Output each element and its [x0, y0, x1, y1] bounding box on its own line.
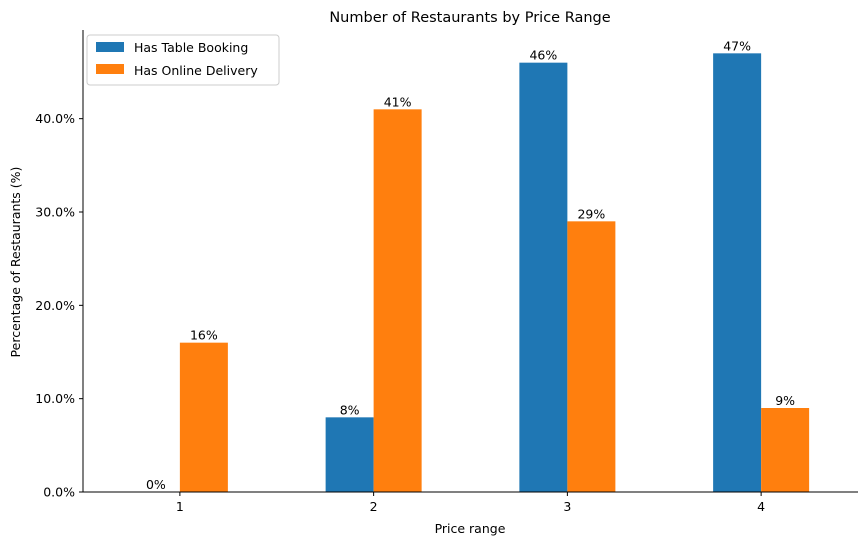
- bar-value-label: 16%: [190, 328, 218, 343]
- y-tick-label: 10.0%: [35, 391, 75, 406]
- bar: [519, 62, 568, 493]
- legend-swatch-table-booking: [96, 42, 124, 52]
- bar: [373, 109, 422, 492]
- bar: [761, 408, 810, 492]
- y-tick-label: 0.0%: [43, 485, 75, 500]
- y-tick-label: 20.0%: [35, 298, 75, 313]
- x-tick-label: 2: [370, 499, 378, 514]
- bar: [567, 221, 616, 493]
- y-axis-ticks: 0.0% 10.0% 20.0% 30.0% 40.0%: [35, 111, 83, 500]
- legend-frame: [86, 34, 280, 86]
- chart-title: Number of Restaurants by Price Range: [329, 10, 610, 26]
- legend-swatch-online-delivery: [96, 64, 124, 74]
- bar: [325, 417, 374, 492]
- x-axis-label: Price range: [435, 521, 506, 536]
- legend-label-table-booking: Has Table Booking: [134, 40, 248, 55]
- bar-value-label: 41%: [384, 94, 412, 109]
- bar: [179, 342, 228, 492]
- x-tick-label: 3: [563, 499, 571, 514]
- bar-value-label: 8%: [340, 402, 360, 417]
- data-labels-group: 0% 16% 8% 41% 46% 29% 47% 9%: [146, 38, 795, 492]
- bar-value-label: 46%: [529, 48, 557, 63]
- x-tick-label: 1: [176, 499, 184, 514]
- x-tick-label: 4: [757, 499, 765, 514]
- legend: Has Table Booking Has Online Delivery: [86, 34, 280, 86]
- y-axis-label: Percentage of Restaurants (%): [8, 167, 23, 358]
- bar-value-label: 47%: [723, 38, 751, 53]
- y-tick-label: 30.0%: [35, 205, 75, 220]
- bars-group: [179, 53, 810, 493]
- legend-label-online-delivery: Has Online Delivery: [134, 63, 258, 78]
- bar-value-label: 9%: [775, 393, 795, 408]
- x-axis-ticks: 1 2 3 4: [176, 492, 765, 514]
- bar: [713, 53, 762, 492]
- bar-value-label: 29%: [577, 206, 605, 221]
- bar-value-label: 0%: [146, 477, 166, 492]
- y-tick-label: 40.0%: [35, 111, 75, 126]
